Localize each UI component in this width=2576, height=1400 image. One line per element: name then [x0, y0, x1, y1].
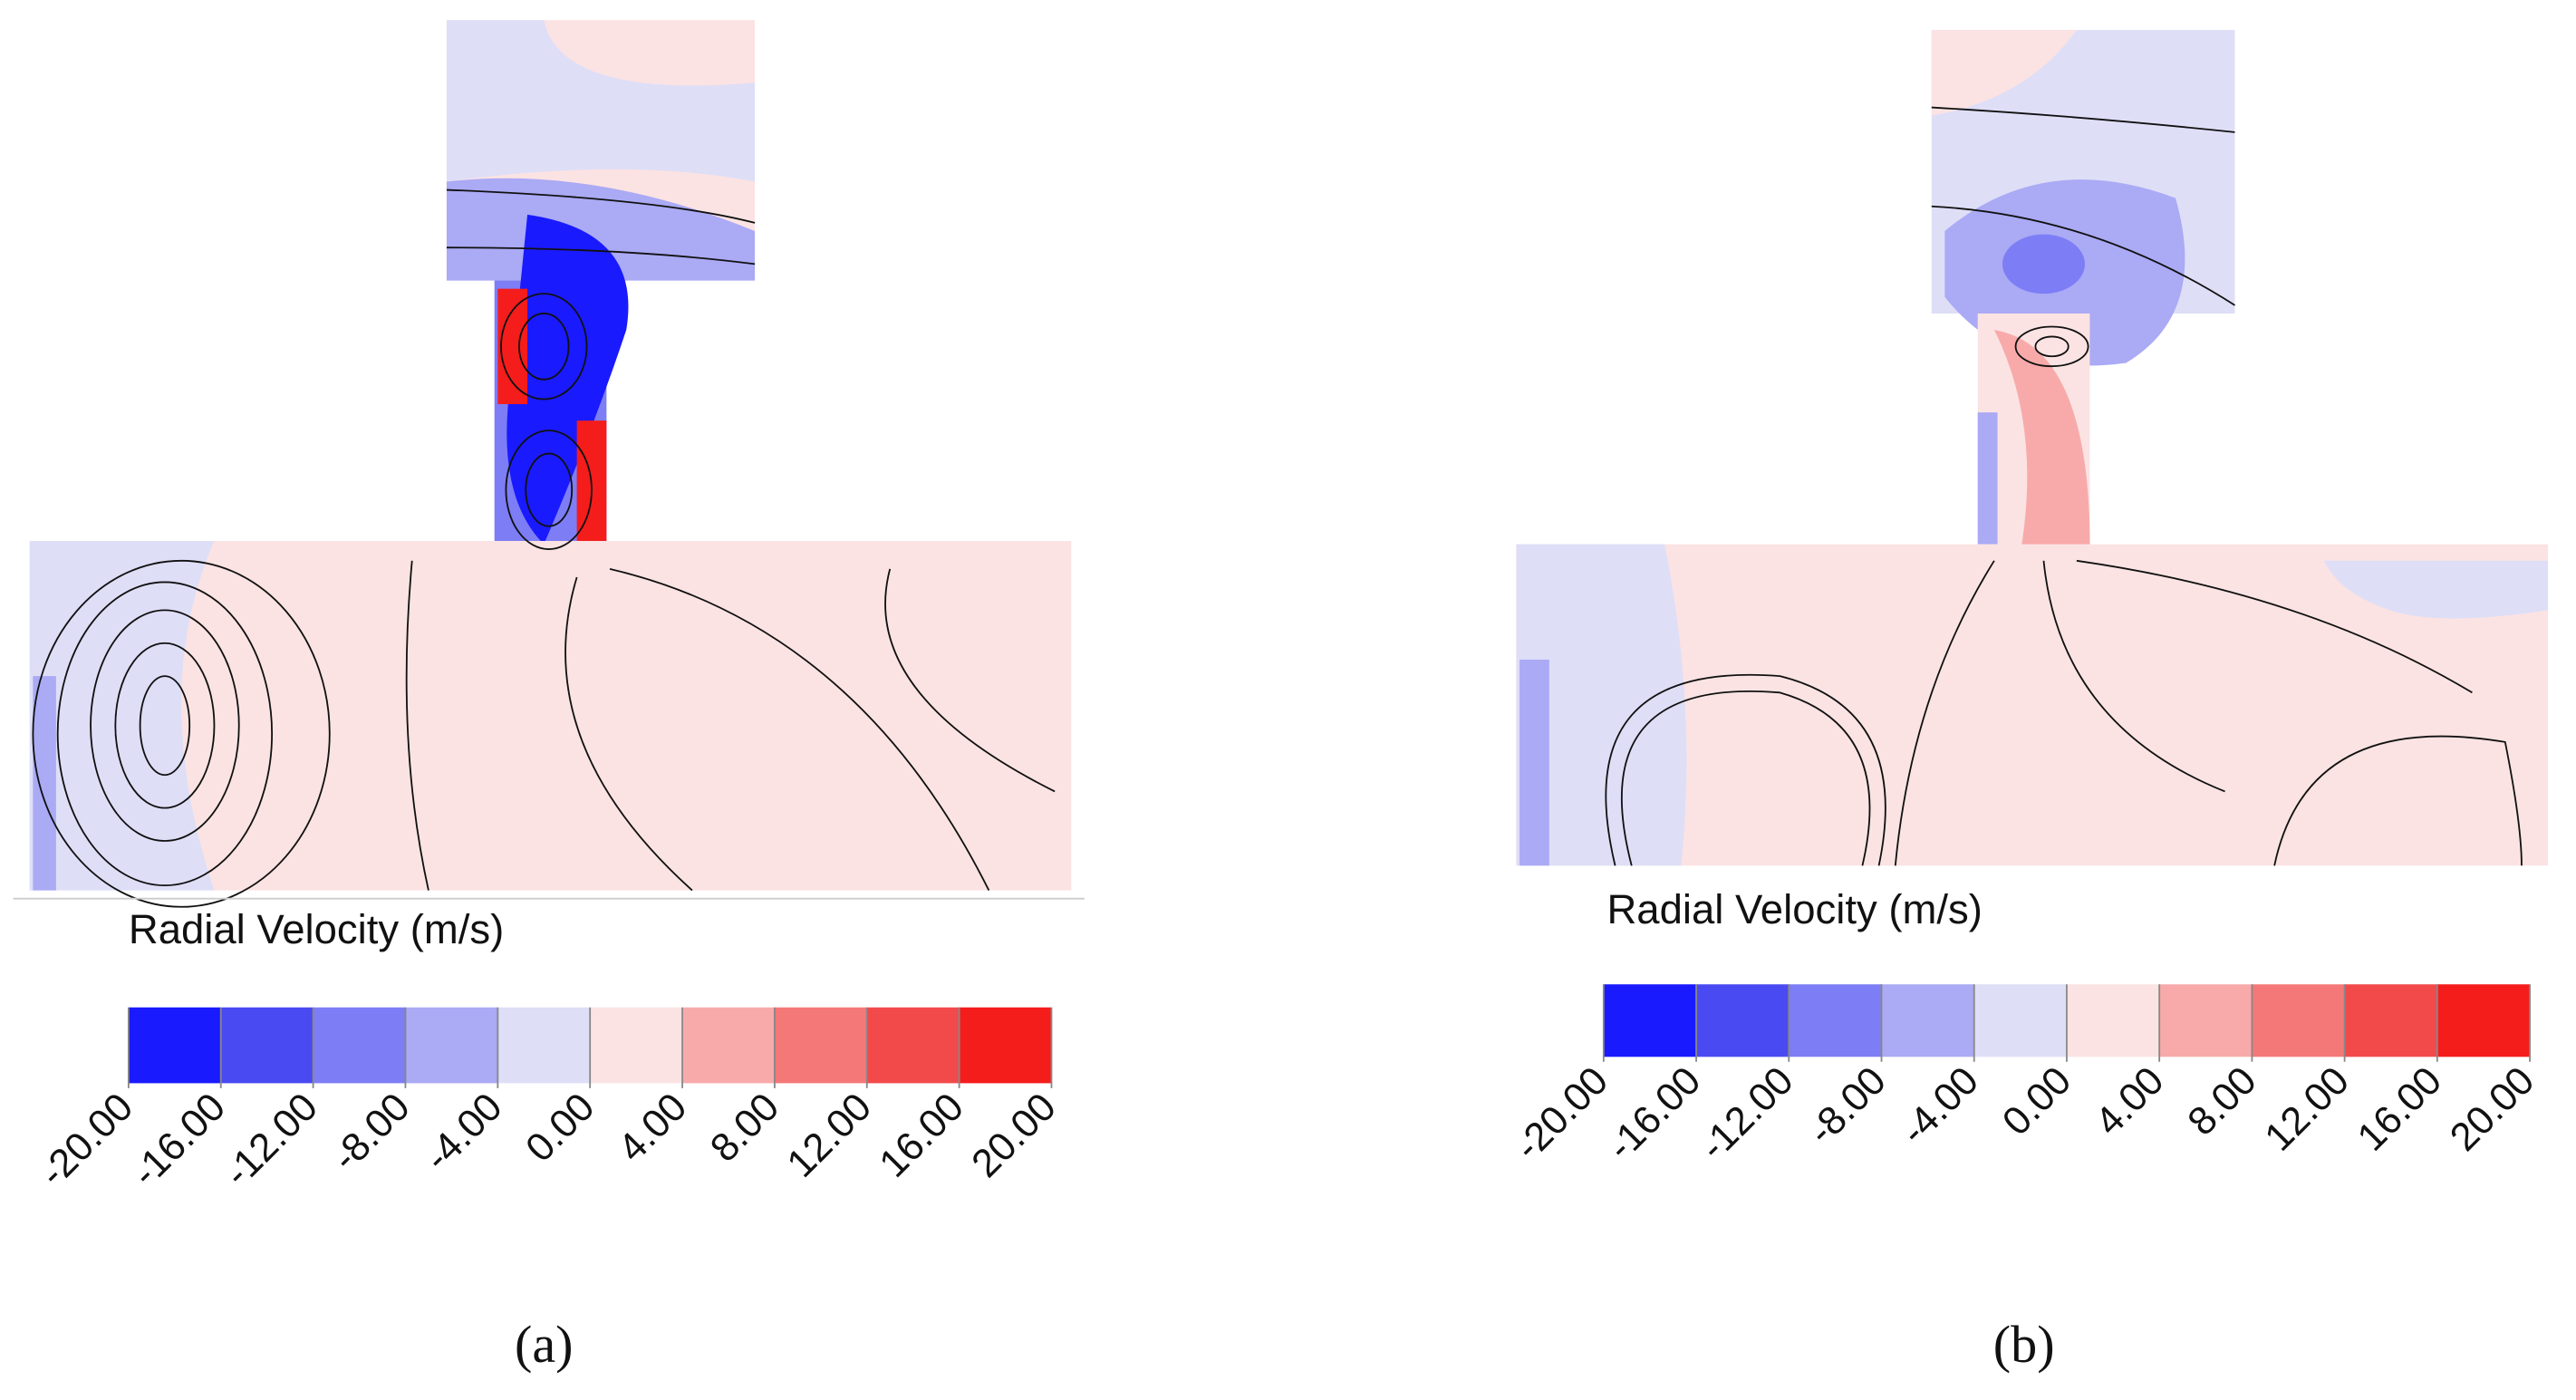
tick-label: -8.00: [1799, 1058, 1895, 1154]
colorbar-bin: [1789, 984, 1882, 1057]
colorbar-label: Radial Velocity (m/s): [129, 906, 504, 952]
colorbar-bin: [590, 1007, 683, 1084]
tick-label: -4.00: [1892, 1058, 1987, 1154]
tick-label: -8.00: [323, 1085, 419, 1180]
flow-field-a: [13, 20, 1085, 908]
tick-label: 20.00: [2442, 1058, 2543, 1160]
tick-label: -4.00: [416, 1085, 511, 1180]
tick-label: 16.00: [871, 1085, 972, 1186]
colorbar-bin: [497, 1007, 591, 1084]
colorbar-bin: [682, 1007, 775, 1084]
tick-label: -12.00: [216, 1085, 326, 1195]
colorbar-bin: [1696, 984, 1790, 1057]
tick-label: 4.00: [610, 1085, 696, 1171]
colorbar-bin: [2436, 984, 2531, 1057]
colorbar-bin: [774, 1007, 867, 1084]
tick-label: 8.00: [2179, 1058, 2265, 1144]
colorbar-bin: [1973, 984, 2067, 1057]
tick-label: 8.00: [702, 1085, 788, 1171]
colorbar-bin: [2066, 984, 2160, 1057]
tick-label: 12.00: [778, 1085, 880, 1186]
colorbar-bin: [405, 1007, 498, 1084]
colorbar-label: Radial Velocity (m/s): [1606, 886, 1982, 932]
tick-label: 4.00: [2087, 1058, 2173, 1144]
colorbar-bin: [2159, 984, 2253, 1057]
tick-label: -16.00: [1598, 1058, 1709, 1169]
colorbar-bin: [1603, 984, 1697, 1057]
colorbar-bin: [959, 1007, 1052, 1084]
colorbar-bin: [2344, 984, 2437, 1057]
tick-label: 0.00: [517, 1085, 603, 1171]
panel-label: (b): [1993, 1315, 2055, 1374]
panel-label: (a): [515, 1315, 574, 1374]
tick-label: -20.00: [1506, 1058, 1616, 1169]
tick-label: -12.00: [1691, 1058, 1801, 1169]
colorbar-bin: [220, 1007, 314, 1084]
colorbar-bin: [128, 1007, 221, 1084]
tick-label: -16.00: [123, 1085, 234, 1195]
tick-label: 20.00: [963, 1085, 1065, 1186]
colorbar-bin: [313, 1007, 406, 1084]
colorbar-bin: [2252, 984, 2345, 1057]
colorbars: Radial Velocity (m/s)-20.00-16.00-12.00-…: [31, 886, 2542, 1374]
flow-field-b: [1516, 30, 2549, 866]
tick-label: -20.00: [31, 1085, 141, 1195]
tick-label: 0.00: [1994, 1058, 2080, 1144]
colorbar-bin: [866, 1007, 960, 1084]
tick-label: 12.00: [2256, 1058, 2358, 1160]
tick-label: 16.00: [2349, 1058, 2450, 1160]
colorbar-bin: [1881, 984, 1974, 1057]
